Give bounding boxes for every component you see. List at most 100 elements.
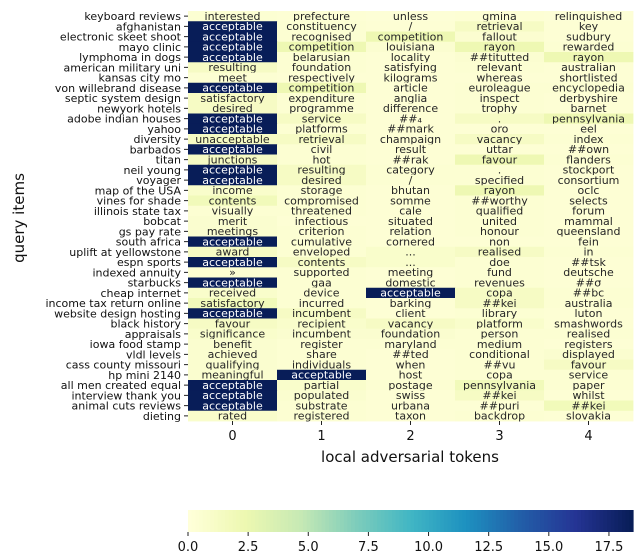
cell-token-label: whilst bbox=[572, 389, 605, 402]
colorbar-segment bbox=[280, 510, 286, 532]
y-tick-label: animal cuts reviews bbox=[72, 400, 182, 413]
heatmap-cell bbox=[366, 175, 456, 186]
heatmap-cell bbox=[366, 31, 456, 43]
heatmap-cell bbox=[366, 185, 456, 196]
cell-token-label: favour bbox=[215, 317, 251, 330]
heatmap-cell bbox=[544, 380, 634, 391]
y-tick-label: voyager bbox=[136, 174, 181, 187]
heatmap-cell bbox=[455, 318, 545, 330]
colorbar-segment bbox=[447, 510, 452, 532]
cell-token-label: ##vu bbox=[484, 358, 516, 371]
heatmap-cell bbox=[544, 103, 634, 114]
colorbar-tick-label: 15.0 bbox=[534, 540, 563, 555]
colorbar-segment bbox=[221, 510, 226, 532]
heatmap-cell bbox=[455, 277, 545, 289]
y-tick-label: kansas city mo bbox=[99, 72, 182, 85]
heatmap-cell bbox=[455, 257, 545, 268]
colorbar-segment bbox=[380, 510, 386, 532]
cell-token-label: respectively bbox=[288, 71, 355, 84]
colorbar-segment bbox=[547, 510, 553, 532]
cell-token-label: contents bbox=[298, 256, 346, 269]
heatmap-cells: interested prefecture unless gmina relinquis… bbox=[188, 10, 634, 423]
colorbar-segment bbox=[262, 510, 267, 532]
heatmap-cell bbox=[277, 267, 367, 278]
cell-token-label: article bbox=[393, 82, 428, 95]
heatmap-cell bbox=[455, 236, 545, 248]
heatmap-cell bbox=[188, 62, 278, 73]
colorbar-segment bbox=[321, 510, 326, 532]
cell-token-label: deutsche bbox=[563, 266, 614, 279]
cell-token-label: platforms bbox=[295, 123, 348, 136]
x-axis-label: local adversarial tokens bbox=[321, 448, 499, 466]
cell-token-label: inspect bbox=[480, 92, 521, 105]
y-tick-label: newyork hotels bbox=[97, 102, 181, 115]
cell-token-label: belarusian bbox=[293, 51, 351, 64]
y-tick-label: adobe indian houses bbox=[67, 113, 181, 126]
cell-token-label: satisfying bbox=[384, 61, 437, 74]
heatmap-cell bbox=[366, 144, 456, 155]
heatmap-cell bbox=[544, 11, 634, 22]
heatmap-cell bbox=[366, 21, 456, 32]
heatmap-cell bbox=[277, 11, 367, 22]
heatmap-cell bbox=[277, 31, 367, 43]
heatmap-cell bbox=[544, 113, 634, 125]
cell-token-label: oclc bbox=[578, 184, 600, 197]
cell-token-label: acceptable bbox=[202, 389, 263, 402]
cell-token-label: client bbox=[395, 307, 426, 320]
colorbar-segment bbox=[295, 510, 300, 532]
heatmap-cell bbox=[366, 123, 456, 135]
cell-token-label: acceptable bbox=[202, 235, 263, 248]
heatmap-cell bbox=[277, 359, 367, 371]
y-tick-label: vldl levels bbox=[126, 348, 181, 361]
heatmap-cell bbox=[277, 205, 367, 217]
colorbar-segment bbox=[566, 510, 571, 532]
colorbar-segment bbox=[532, 510, 538, 532]
heatmap-cell bbox=[544, 185, 634, 196]
cell-token-label: acceptable bbox=[202, 399, 263, 412]
heatmap-cell bbox=[544, 257, 634, 268]
cell-token-label: criterion bbox=[299, 225, 345, 238]
heatmap-cell bbox=[366, 195, 456, 207]
cell-token-label: cale bbox=[399, 205, 422, 218]
cell-token-label: recipient bbox=[297, 317, 346, 330]
colorbar-segment bbox=[421, 510, 426, 532]
heatmap-cell bbox=[544, 349, 634, 360]
colorbar-segment bbox=[284, 510, 289, 532]
cell-token-label: qualified bbox=[476, 205, 524, 218]
cell-token-label: unacceptable bbox=[195, 133, 270, 146]
heatmap-cell bbox=[544, 195, 634, 207]
cell-token-label: ##ted bbox=[392, 348, 429, 361]
colorbar-segment bbox=[254, 510, 260, 532]
heatmap-cell bbox=[544, 226, 634, 237]
cell-token-label: acceptable bbox=[202, 307, 263, 320]
cell-token-label: copa bbox=[486, 287, 513, 300]
heatmap-cell bbox=[455, 52, 545, 63]
y-tick-label: starbucks bbox=[128, 277, 182, 290]
heatmap-cell bbox=[544, 359, 634, 371]
y-tick-label: yahoo bbox=[147, 123, 181, 136]
cell-token-label: incumbent bbox=[292, 307, 351, 320]
cell-token-label: domestic bbox=[385, 276, 435, 289]
heatmap-cell bbox=[277, 236, 367, 248]
cell-token-label: foundation bbox=[381, 328, 440, 341]
y-tick-label: afghanistan bbox=[116, 20, 181, 33]
colorbar-segment bbox=[518, 510, 523, 532]
y-tick-label: illinois state tax bbox=[94, 205, 182, 218]
y-tick-label: south africa bbox=[116, 236, 181, 249]
colorbar-segment bbox=[473, 510, 478, 532]
colorbar-segment bbox=[432, 510, 438, 532]
heatmap-cell bbox=[455, 205, 545, 217]
cell-token-label: . bbox=[498, 164, 502, 177]
heatmap-cell bbox=[188, 144, 278, 155]
colorbar-segment bbox=[232, 510, 237, 532]
heatmap-cell bbox=[544, 154, 634, 166]
cell-token-label: satisfactory bbox=[200, 297, 265, 310]
colorbar-segment bbox=[588, 510, 593, 532]
heatmap-cell bbox=[366, 205, 456, 217]
heatmap-cell bbox=[544, 144, 634, 155]
cell-token-label: rayon bbox=[484, 41, 516, 54]
cell-token-label: contents bbox=[209, 194, 257, 207]
y-tick-label: cheap internet bbox=[101, 287, 182, 300]
colorbar-segment bbox=[188, 510, 193, 532]
heatmap-cell bbox=[366, 113, 456, 125]
